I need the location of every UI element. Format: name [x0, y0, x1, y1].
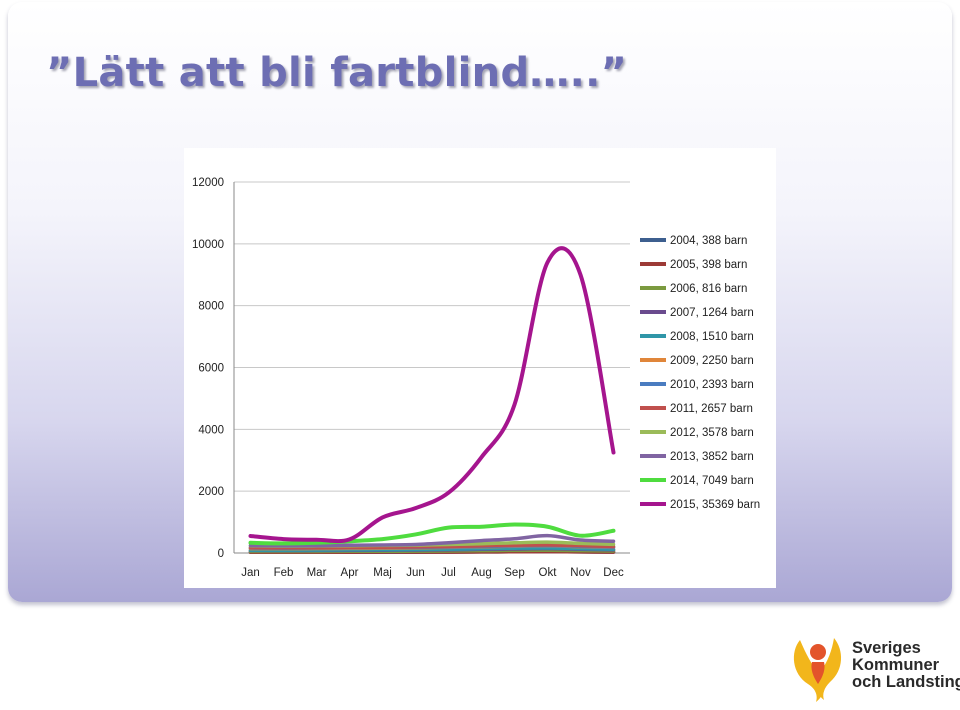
- x-tick-label: Feb: [274, 567, 294, 579]
- legend-label: 2006, 816 barn: [670, 283, 747, 295]
- x-tick-label: Maj: [373, 567, 392, 579]
- series-lines: [248, 246, 616, 554]
- x-tick-label: Aug: [471, 567, 491, 579]
- grid-lines: [234, 181, 630, 492]
- x-tick-label: Dec: [603, 567, 624, 579]
- chart-container: 0 2000 4000 6000 8000 10000 12000 Jan Feb Mar Apr M…: [184, 148, 776, 588]
- y-tick-label: 0: [218, 548, 224, 560]
- x-tick-label: Okt: [539, 567, 558, 579]
- x-tick-label: Apr: [341, 567, 359, 579]
- legend-label: 2005, 398 barn: [670, 259, 747, 271]
- skl-logo-icon: [793, 638, 842, 702]
- logo-line-2: Kommuner: [852, 656, 940, 674]
- legend-label: 2010, 2393 barn: [670, 379, 754, 391]
- x-tick-label: Jan: [241, 567, 260, 579]
- series-line: [248, 522, 616, 546]
- legend-label: 2007, 1264 barn: [670, 307, 754, 319]
- x-tick-label: Jul: [441, 567, 456, 579]
- legend-label: 2014, 7049 barn: [670, 475, 754, 487]
- y-tick-label: 8000: [198, 301, 224, 313]
- line-chart: 0 2000 4000 6000 8000 10000 12000 Jan Feb Mar Apr M…: [192, 177, 760, 579]
- x-tick-label: Jun: [406, 567, 425, 579]
- y-tick-label: 2000: [198, 486, 224, 498]
- legend-label: 2011, 2657 barn: [670, 403, 753, 415]
- series-line: [248, 246, 616, 544]
- legend-label: 2008, 1510 barn: [670, 331, 754, 343]
- legend-label: 2004, 388 barn: [670, 235, 747, 247]
- axes: 0 2000 4000 6000 8000 10000 12000 Jan Feb Mar Apr M…: [192, 177, 630, 579]
- y-tick-label: 4000: [198, 424, 224, 436]
- logo-line-1: Sveriges: [852, 639, 921, 657]
- x-tick-label: Mar: [307, 567, 327, 579]
- logo-line-3: och Landsting: [852, 673, 960, 691]
- legend: 2004, 388 barn 2005, 398 barn 2006, 816 ba…: [640, 235, 760, 511]
- x-tick-label: Nov: [570, 567, 591, 579]
- legend-label: 2015, 35369 barn: [670, 499, 760, 511]
- y-tick-label: 6000: [198, 363, 224, 375]
- y-tick-label: 12000: [192, 177, 224, 189]
- series-line: [248, 533, 616, 548]
- skl-logo: Sveriges Kommuner och Landsting: [790, 632, 960, 708]
- legend-label: 2012, 3578 barn: [670, 427, 754, 439]
- legend-label: 2009, 2250 barn: [670, 355, 754, 367]
- y-tick-label: 10000: [192, 239, 224, 251]
- legend-label: 2013, 3852 barn: [670, 451, 754, 463]
- x-tick-label: Sep: [504, 567, 524, 579]
- slide-title: ”Lätt att bli fartblind…..”: [46, 50, 628, 96]
